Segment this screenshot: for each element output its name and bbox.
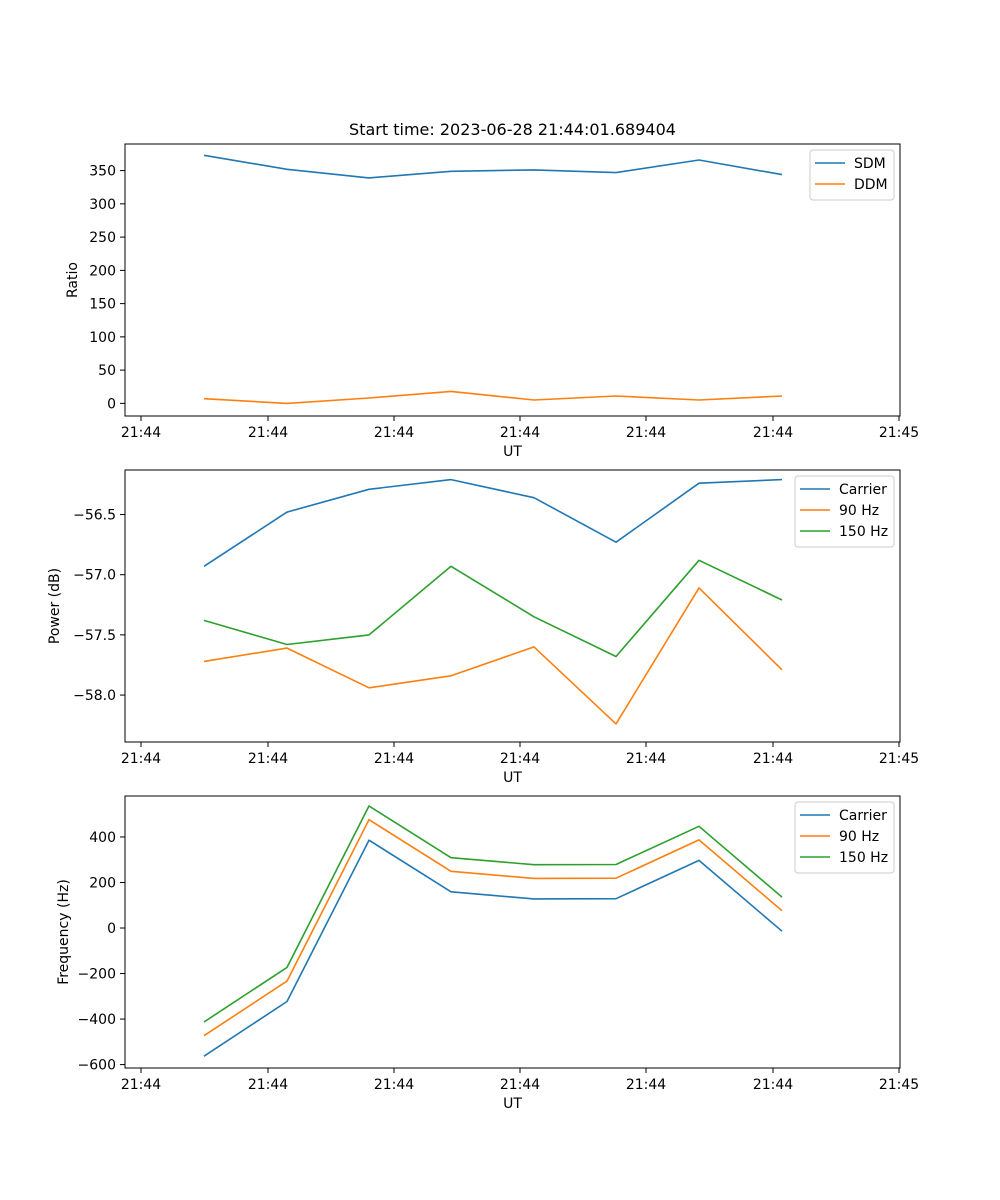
legend-entry: 150 Hz — [839, 524, 888, 540]
x-tick-label: 21:44 — [248, 751, 288, 767]
x-tick-label: 21:44 — [626, 751, 666, 767]
x-tick-label: 21:44 — [626, 425, 666, 441]
series-line-sdm — [203, 154, 783, 179]
y-tick-label: 250 — [89, 230, 116, 246]
plot-frame — [124, 143, 901, 417]
y-tick-label: −200 — [78, 967, 116, 983]
series-line-carrier — [203, 839, 783, 1057]
x-tick-label: 21:45 — [879, 425, 919, 441]
x-tick-label: 21:44 — [248, 425, 288, 441]
y-tick-label: 200 — [89, 875, 116, 891]
y-tick-label: −400 — [78, 1012, 116, 1028]
x-tick-label: 21:44 — [500, 425, 540, 441]
legend-box — [794, 475, 895, 548]
series-line-90-hz — [203, 587, 783, 725]
y-tick-label: −56.5 — [73, 508, 116, 524]
x-tick-label: 21:44 — [753, 751, 793, 767]
y-tick-label: −57.5 — [73, 628, 116, 644]
x-tick-label: 21:44 — [374, 425, 414, 441]
x-tick-label: 21:44 — [753, 1077, 793, 1093]
x-tick-label: 21:44 — [500, 1077, 540, 1093]
y-tick-label: 50 — [98, 363, 116, 379]
x-axis-label: UT — [503, 444, 522, 460]
legend-entry: 90 Hz — [839, 503, 879, 519]
legend-entry: DDM — [854, 177, 888, 193]
legend-entry: Carrier — [839, 808, 887, 824]
y-tick-label: 0 — [107, 921, 116, 937]
legend-entry: SDM — [854, 156, 886, 172]
x-tick-label: 21:44 — [248, 1077, 288, 1093]
series-line-90-hz — [203, 818, 783, 1037]
y-axis-label: Power (dB) — [47, 568, 63, 644]
series-line-ddm — [203, 390, 783, 405]
x-tick-label: 21:44 — [374, 1077, 414, 1093]
legend-entry: 150 Hz — [839, 850, 888, 866]
y-tick-label: 200 — [89, 263, 116, 279]
x-tick-label: 21:44 — [753, 425, 793, 441]
y-tick-label: −600 — [78, 1058, 116, 1074]
x-axis-label: UT — [503, 770, 522, 786]
x-tick-label: 21:44 — [626, 1077, 666, 1093]
series-line-150-hz — [203, 559, 783, 658]
series-line-carrier — [203, 478, 783, 567]
chart-title: Start time: 2023-06-28 21:44:01.689404 — [349, 120, 676, 139]
x-tick-label: 21:45 — [879, 751, 919, 767]
x-tick-label: 21:45 — [879, 1077, 919, 1093]
series-line-150-hz — [203, 805, 783, 1023]
x-tick-label: 21:44 — [121, 1077, 161, 1093]
legend-box — [794, 801, 895, 874]
y-tick-label: 400 — [89, 830, 116, 846]
legend: Carrier 90 Hz 150 Hz — [794, 475, 895, 548]
legend: SDM DDM — [809, 149, 895, 201]
y-tick-label: 300 — [89, 197, 116, 213]
y-tick-label: 350 — [89, 164, 116, 180]
chart-panel-3: 21:44 21:44 21:44 21:44 21:44 21:44 21:45 UT −60… — [56, 795, 919, 1112]
x-axis-label: UT — [503, 1096, 522, 1112]
y-tick-label: 100 — [89, 330, 116, 346]
plot-frame — [124, 469, 901, 743]
legend: Carrier 90 Hz 150 Hz — [794, 801, 895, 874]
y-tick-label: 0 — [107, 396, 116, 412]
chart-panel-1: Start time: 2023-06-28 21:44:01.689404 21… — [65, 120, 919, 460]
y-axis-label: Ratio — [65, 262, 81, 298]
x-tick-label: 21:44 — [121, 425, 161, 441]
y-axis-label: Frequency (Hz) — [56, 879, 72, 985]
y-tick-label: −58.0 — [73, 688, 116, 704]
y-tick-label: −57.0 — [73, 568, 116, 584]
y-tick-label: 150 — [89, 297, 116, 313]
legend-entry: 90 Hz — [839, 829, 879, 845]
x-tick-label: 21:44 — [500, 751, 540, 767]
x-tick-label: 21:44 — [374, 751, 414, 767]
legend-entry: Carrier — [839, 482, 887, 498]
chart-panel-2: 21:44 21:44 21:44 21:44 21:44 21:44 21:45 UT −58… — [47, 469, 919, 786]
plot-frame — [124, 795, 901, 1069]
x-tick-label: 21:44 — [121, 751, 161, 767]
